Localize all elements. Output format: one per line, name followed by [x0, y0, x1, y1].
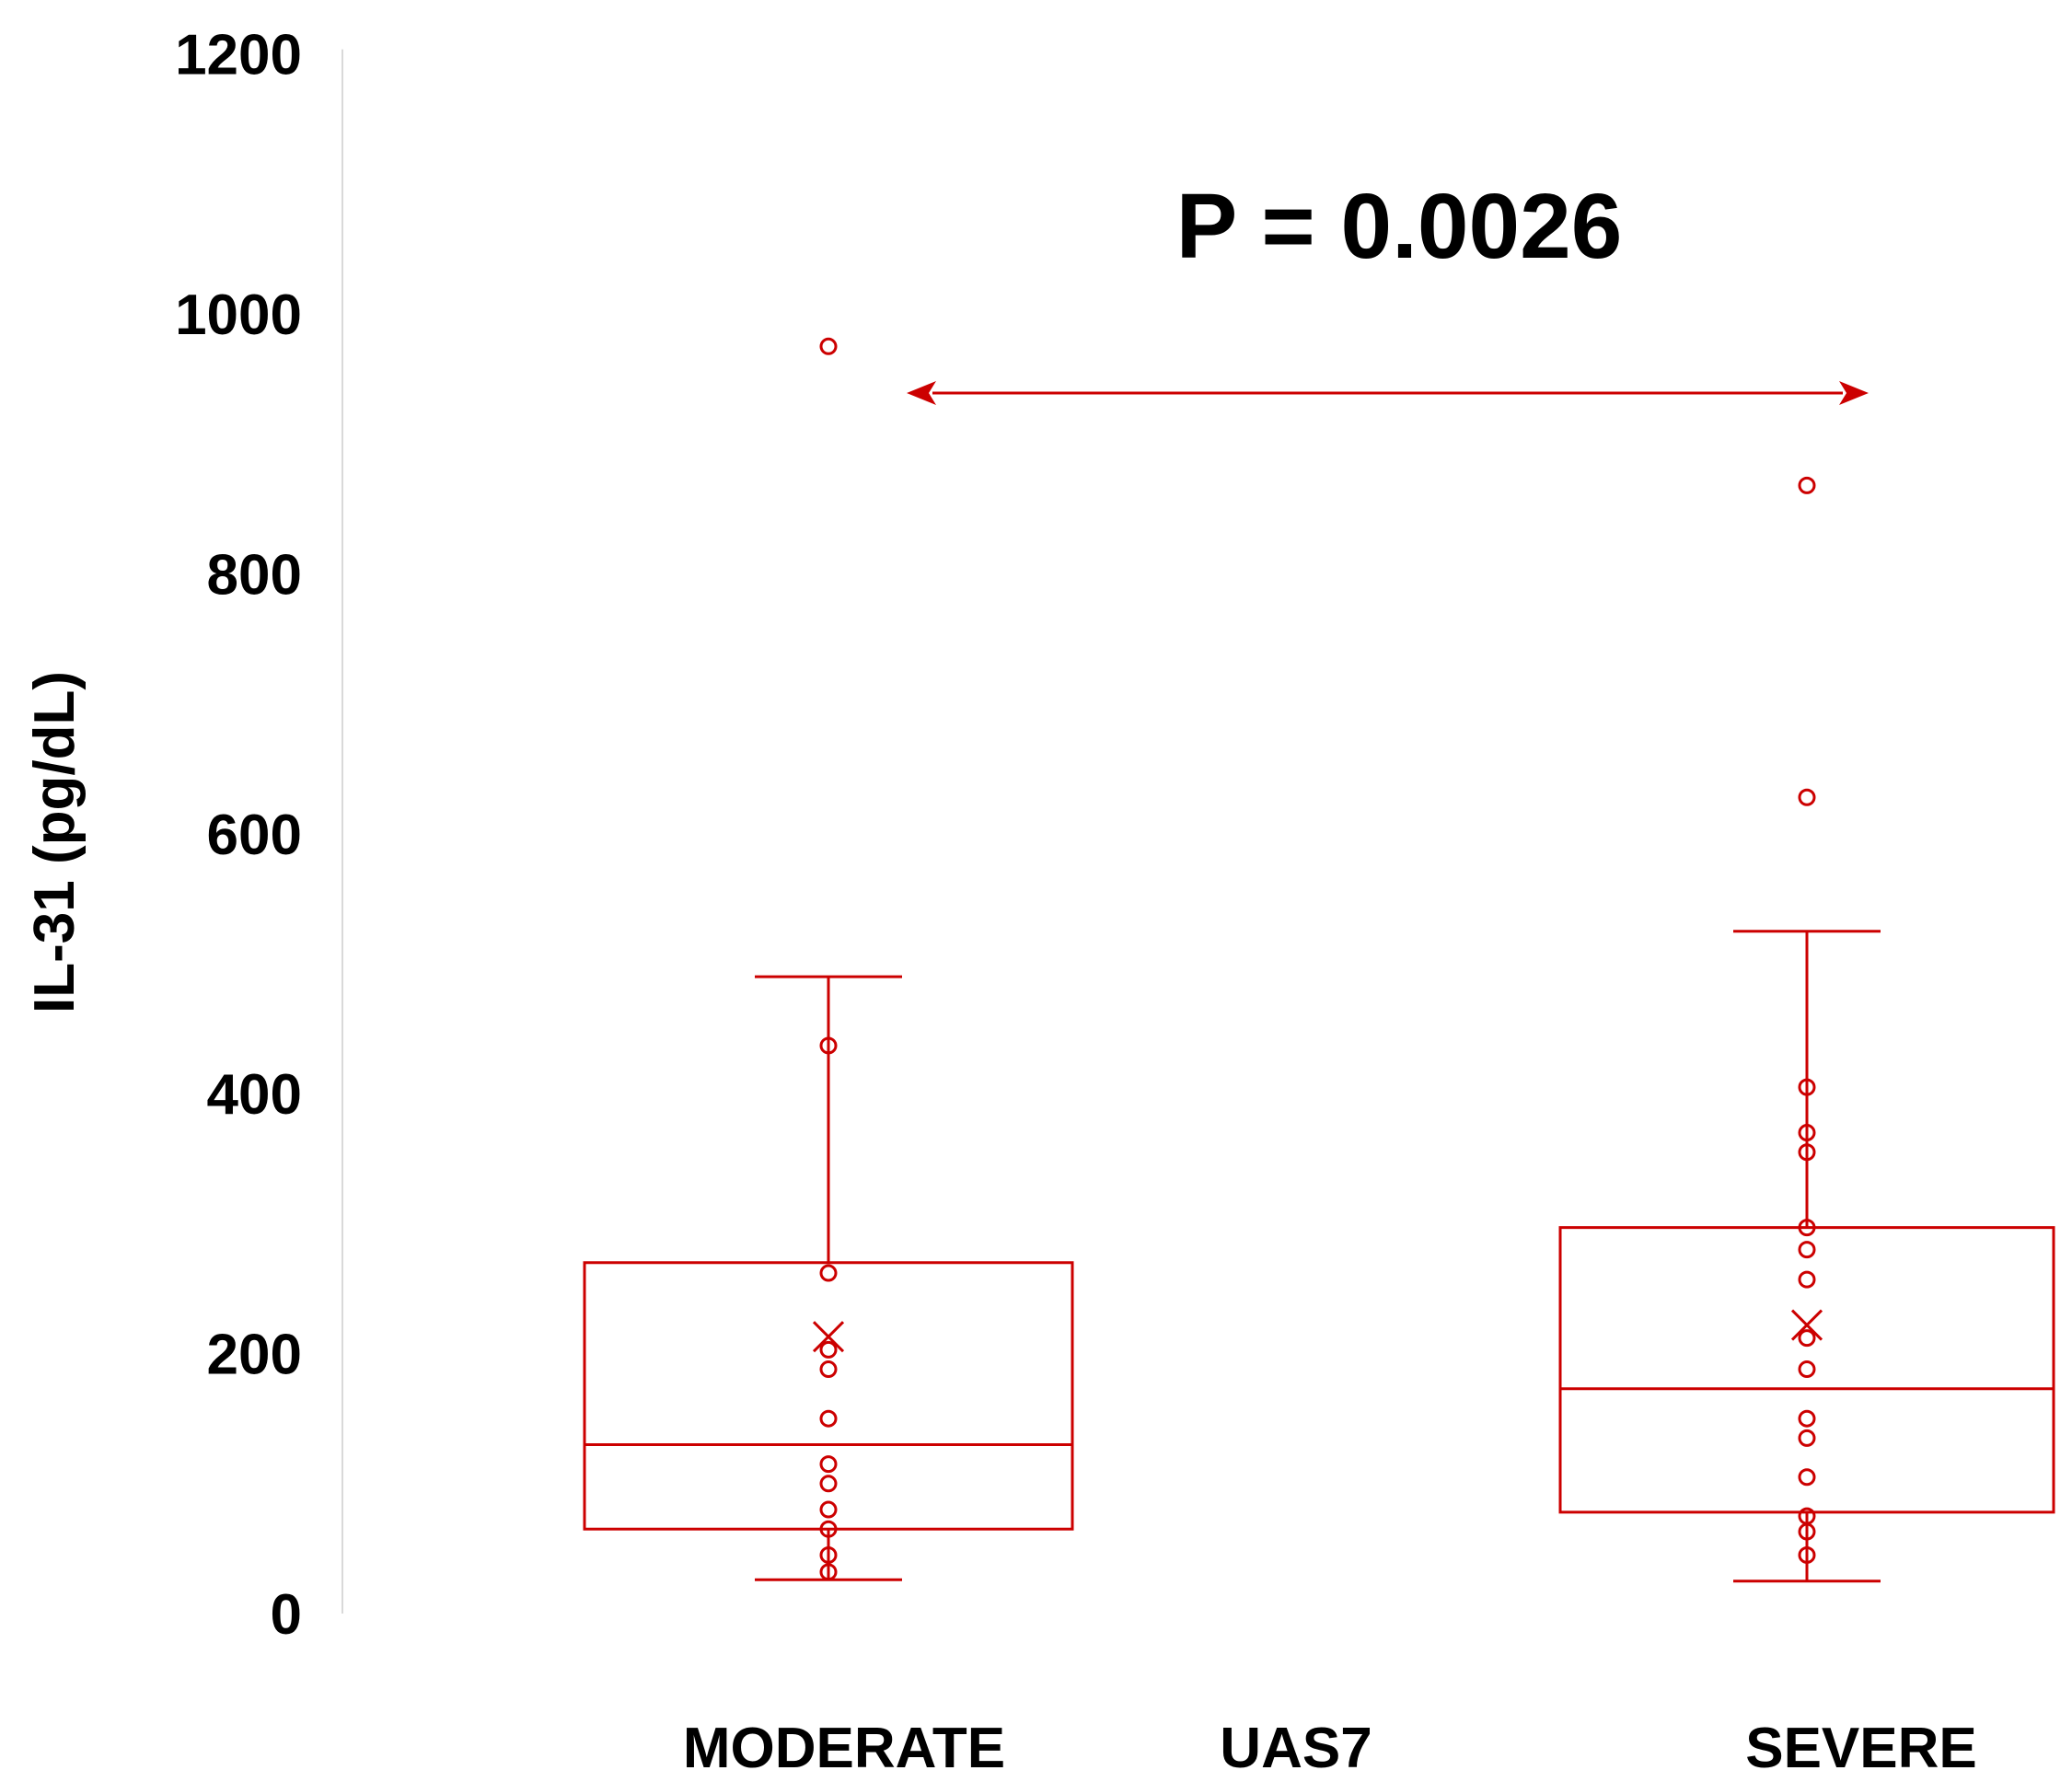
iqr-box: [1558, 1226, 2055, 1514]
data-point: [1798, 1219, 1816, 1237]
axis-layer: 0 200 400 600 800 1000 1200: [175, 24, 343, 1647]
y-tick-label: 600: [207, 804, 302, 867]
data-point: [1798, 1241, 1816, 1259]
data-point: [819, 1545, 838, 1564]
data-point: [1798, 476, 1816, 494]
data-point: [819, 1264, 838, 1282]
data-point: [1798, 1124, 1816, 1142]
data-point: [1798, 1522, 1816, 1541]
data-point: [1798, 1545, 1816, 1564]
x-axis-title: UAS7: [1220, 1717, 1372, 1777]
data-point: [1798, 1360, 1816, 1379]
y-tick-label: 400: [207, 1063, 302, 1127]
mean-marker-stroke: [1790, 1309, 1823, 1341]
data-point: [819, 1409, 838, 1428]
mean-marker: [1790, 1309, 1823, 1341]
data-point: [1798, 1409, 1816, 1428]
x-category-label-severe: SEVERE: [1745, 1717, 1977, 1777]
box-layer: [583, 337, 2055, 1583]
data-point: [1798, 1143, 1816, 1162]
y-axis-title: IL-31 (pg/dL): [23, 671, 87, 1013]
y-tick-label: 1000: [175, 284, 302, 347]
data-point: [819, 1520, 838, 1538]
iqr-box: [583, 1261, 1074, 1531]
data-point: [819, 337, 838, 355]
mean-marker-stroke: [812, 1321, 845, 1353]
data-point: [819, 1455, 838, 1474]
p-value-annotation: P = 0.0026: [1176, 175, 1623, 278]
y-tick-label: 1200: [175, 24, 302, 87]
x-category-label-moderate: MODERATE: [683, 1717, 1005, 1777]
comparison-arrow: [907, 381, 1869, 405]
data-point: [1798, 1329, 1816, 1348]
comparison-arrow-head-right: [1839, 381, 1869, 405]
y-tick-label: 200: [207, 1324, 302, 1387]
data-point: [1798, 1078, 1816, 1096]
data-point: [819, 1036, 838, 1055]
data-point: [819, 1563, 838, 1581]
comparison-arrow-head-left: [907, 381, 936, 405]
y-tick-label: 800: [207, 543, 302, 607]
label-layer: IL-31 (pg/dL) UAS7 P = 0.0026 MODERATE SE…: [23, 175, 1977, 1780]
box-group-severe: [1558, 476, 2055, 1583]
data-point: [1798, 1429, 1816, 1447]
data-point: [819, 1360, 838, 1379]
y-tick-label: 0: [271, 1583, 302, 1647]
data-point: [819, 1500, 838, 1519]
data-point: [1798, 788, 1816, 806]
box-group-moderate: [583, 337, 1074, 1581]
data-point: [819, 1340, 838, 1359]
data-point: [1798, 1270, 1816, 1289]
mean-marker: [812, 1321, 845, 1353]
data-point: [1798, 1468, 1816, 1487]
data-point: [819, 1475, 838, 1493]
